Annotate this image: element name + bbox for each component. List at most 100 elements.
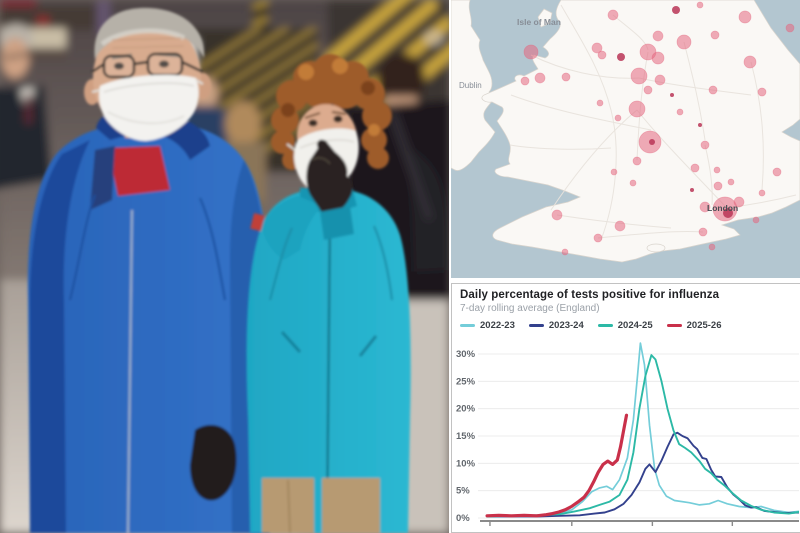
woman-curly-hair xyxy=(271,54,392,170)
flu-bubble xyxy=(713,181,723,191)
chart-header: Daily percentage of tests positive for i… xyxy=(452,284,800,331)
red-signage xyxy=(0,0,36,7)
chart-subtitle: 7-day rolling average (England) xyxy=(460,303,600,314)
flu-bubble xyxy=(561,248,569,256)
woman-zipper xyxy=(325,211,332,531)
flu-bubble xyxy=(593,233,603,243)
flu-bubble xyxy=(699,201,711,213)
map-roads xyxy=(509,4,797,241)
man-red-shirt xyxy=(108,146,170,196)
flu-bubble xyxy=(708,243,716,251)
flu-bubble-dark xyxy=(723,208,733,218)
map-land xyxy=(451,0,800,263)
flu-bubble xyxy=(652,30,664,42)
legend-swatch xyxy=(528,323,544,328)
flu-bubble-dark xyxy=(672,6,680,14)
y-tick-label: 20% xyxy=(456,404,476,415)
flu-bubble xyxy=(520,76,530,86)
flu-bubble xyxy=(591,42,603,54)
flu-bubble-dark xyxy=(698,123,702,127)
flu-bubble xyxy=(708,85,718,95)
flu-bubble xyxy=(630,67,648,85)
map-label-isle-of-man: Isle of Man xyxy=(517,17,561,27)
y-tick-label: 10% xyxy=(456,458,476,469)
map-isle-of-wight xyxy=(646,243,666,253)
flu-map: Isle of Man Dublin London xyxy=(451,0,800,278)
map-label-dublin: Dublin xyxy=(459,81,482,90)
flu-bubble xyxy=(614,114,622,122)
map-flu-bubbles xyxy=(520,1,795,256)
flu-bubble xyxy=(607,9,619,21)
photo-woman xyxy=(246,54,411,533)
man-black-glove xyxy=(190,425,237,501)
y-tick-label: 0% xyxy=(456,513,470,524)
legend-item-2024-25: 2024-25 xyxy=(597,320,653,331)
flu-bubble xyxy=(551,209,563,221)
series-line-2022-23 xyxy=(486,342,799,518)
legend-swatch xyxy=(460,323,475,328)
legend-label: 2023-24 xyxy=(548,320,584,331)
chart-title: Daily percentage of tests positive for i… xyxy=(460,289,720,301)
flu-bubble xyxy=(757,87,767,97)
flu-bubble xyxy=(727,178,735,186)
legend-label: 2025-26 xyxy=(686,320,722,331)
man-face-mask xyxy=(99,74,199,141)
chart-legend: 2022-23 2023-24 2024-25 2025-26 xyxy=(460,320,792,331)
man-zipper xyxy=(127,209,133,533)
y-tick-label: 15% xyxy=(456,431,476,442)
photo-illustration xyxy=(0,0,449,533)
flu-bubble xyxy=(696,1,704,9)
legend-item-2023-24: 2023-24 xyxy=(528,320,584,331)
legend-swatch xyxy=(666,323,682,328)
series-line-2024-25 xyxy=(486,354,799,518)
man-gray-hair xyxy=(94,7,205,60)
flu-bubble xyxy=(628,100,646,118)
flu-bubble xyxy=(758,189,766,197)
flu-bubble xyxy=(523,44,539,60)
man-glasses xyxy=(91,52,204,79)
flu-bubble xyxy=(639,43,657,61)
flu-bubble xyxy=(596,99,604,107)
flu-bubble xyxy=(698,227,708,237)
flu-bubble xyxy=(700,140,710,150)
map-isle-of-man xyxy=(537,8,553,28)
series-line-2023-24 xyxy=(486,431,799,518)
legend-item-2025-26: 2025-26 xyxy=(666,320,722,331)
flu-bubble xyxy=(733,196,745,208)
flu-bubble xyxy=(643,85,653,95)
flu-bubble xyxy=(597,50,607,60)
flu-bubble xyxy=(614,220,626,232)
legend-label: 2024-25 xyxy=(617,320,653,331)
flu-bubble xyxy=(738,10,752,24)
flu-bubble xyxy=(654,74,666,86)
woman-red-strap xyxy=(250,213,265,232)
flu-bubble xyxy=(629,179,637,187)
map-england-wales xyxy=(481,0,800,263)
flu-bubble xyxy=(752,216,760,224)
background-person-suit xyxy=(0,24,52,189)
legend-swatch xyxy=(597,323,613,328)
flu-bubble-dark xyxy=(649,139,655,145)
flu-bubble xyxy=(785,23,795,33)
flu-bubble xyxy=(651,51,665,65)
flu-bubble xyxy=(743,55,757,69)
flu-chart-panel: Daily percentage of tests positive for i… xyxy=(451,283,800,533)
map-labels: Isle of Man Dublin London xyxy=(459,17,738,213)
flu-bubble xyxy=(713,166,721,174)
flu-bubble xyxy=(676,108,684,116)
flu-bubble xyxy=(534,72,546,84)
photo-masked-couple xyxy=(0,0,449,533)
flu-map-panel: Isle of Man Dublin London xyxy=(451,0,800,278)
flu-bubble xyxy=(710,30,720,40)
flu-bubble-dark xyxy=(670,93,674,97)
y-tick-label: 30% xyxy=(456,349,476,360)
y-tick-label: 25% xyxy=(456,376,476,387)
flu-bubble xyxy=(632,156,642,166)
series-line-2025-26 xyxy=(485,413,629,518)
map-label-london: London xyxy=(707,203,738,213)
flu-bubble xyxy=(772,167,782,177)
flu-bubble xyxy=(610,168,618,176)
flu-bubble xyxy=(676,34,692,50)
y-tick-label: 5% xyxy=(456,486,470,497)
